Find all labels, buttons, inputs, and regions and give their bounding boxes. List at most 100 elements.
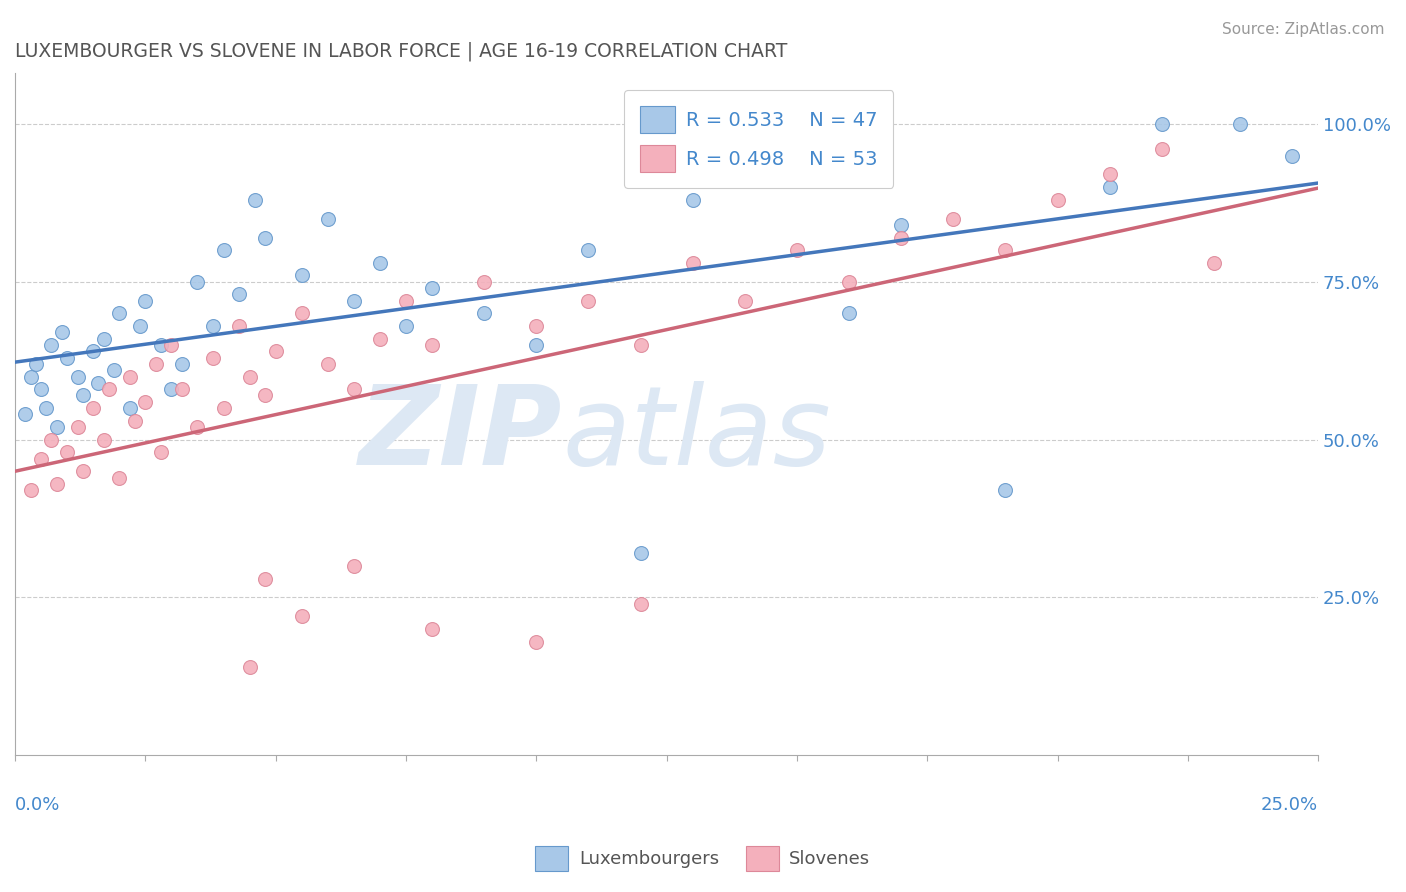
Point	[576, 293, 599, 308]
Point	[254, 230, 277, 244]
Point	[368, 256, 391, 270]
Point	[838, 275, 860, 289]
Point	[118, 401, 141, 415]
Point	[368, 332, 391, 346]
Point	[45, 420, 67, 434]
Point	[108, 470, 131, 484]
Point	[838, 306, 860, 320]
Point	[129, 318, 152, 333]
Point	[291, 609, 314, 624]
Point	[41, 338, 63, 352]
Point	[66, 369, 89, 384]
Point	[24, 357, 46, 371]
Point	[254, 388, 277, 402]
Point	[291, 268, 314, 283]
Point	[202, 318, 225, 333]
Point	[524, 338, 547, 352]
Point	[395, 293, 418, 308]
Point	[890, 218, 912, 232]
Point	[343, 382, 366, 396]
Point	[124, 414, 146, 428]
Point	[576, 244, 599, 258]
Point	[472, 275, 495, 289]
Point	[56, 445, 79, 459]
Point	[202, 351, 225, 365]
Point	[82, 401, 104, 415]
Point	[212, 244, 235, 258]
Point	[343, 558, 366, 573]
Point	[87, 376, 110, 390]
Point	[786, 168, 808, 182]
Text: 25.0%: 25.0%	[1261, 797, 1319, 814]
Point	[254, 572, 277, 586]
Point	[160, 382, 183, 396]
Point	[291, 306, 314, 320]
Point	[239, 660, 262, 674]
Point	[134, 394, 156, 409]
Point	[82, 344, 104, 359]
Point	[56, 351, 79, 365]
Point	[343, 293, 366, 308]
Point	[1202, 256, 1225, 270]
Point	[316, 211, 339, 226]
Point	[682, 193, 704, 207]
Text: LUXEMBOURGER VS SLOVENE IN LABOR FORCE | AGE 16-19 CORRELATION CHART: LUXEMBOURGER VS SLOVENE IN LABOR FORCE |…	[15, 42, 787, 62]
Point	[682, 256, 704, 270]
Point	[149, 445, 172, 459]
Point	[30, 451, 52, 466]
Text: ZIP: ZIP	[359, 382, 562, 488]
Point	[145, 357, 167, 371]
Legend: Luxembourgers, Slovenes: Luxembourgers, Slovenes	[529, 838, 877, 879]
Point	[420, 622, 443, 636]
Point	[186, 420, 208, 434]
Point	[630, 338, 652, 352]
Point	[97, 382, 120, 396]
Point	[239, 369, 262, 384]
Point	[134, 293, 156, 308]
Point	[93, 433, 115, 447]
Point	[1098, 180, 1121, 194]
Point	[1098, 168, 1121, 182]
Point	[316, 357, 339, 371]
Point	[93, 332, 115, 346]
Point	[734, 293, 756, 308]
Point	[108, 306, 131, 320]
Point	[264, 344, 287, 359]
Point	[118, 369, 141, 384]
Point	[103, 363, 125, 377]
Point	[51, 326, 73, 340]
Point	[630, 546, 652, 560]
Point	[243, 193, 266, 207]
Point	[72, 464, 94, 478]
Point	[1281, 148, 1303, 162]
Point	[1150, 117, 1173, 131]
Point	[228, 287, 250, 301]
Point	[66, 420, 89, 434]
Point	[20, 369, 42, 384]
Point	[994, 244, 1017, 258]
Point	[524, 318, 547, 333]
Text: 0.0%: 0.0%	[15, 797, 60, 814]
Point	[186, 275, 208, 289]
Point	[472, 306, 495, 320]
Point	[420, 281, 443, 295]
Point	[395, 318, 418, 333]
Point	[1150, 142, 1173, 156]
Point	[35, 401, 58, 415]
Point	[1229, 117, 1251, 131]
Legend: R = 0.533    N = 47, R = 0.498    N = 53: R = 0.533 N = 47, R = 0.498 N = 53	[624, 90, 893, 188]
Point	[72, 388, 94, 402]
Point	[41, 433, 63, 447]
Point	[20, 483, 42, 498]
Point	[786, 244, 808, 258]
Point	[45, 476, 67, 491]
Point	[14, 408, 37, 422]
Point	[524, 634, 547, 648]
Point	[994, 483, 1017, 498]
Point	[890, 230, 912, 244]
Point	[212, 401, 235, 415]
Point	[942, 211, 965, 226]
Point	[170, 382, 193, 396]
Point	[630, 597, 652, 611]
Point	[30, 382, 52, 396]
